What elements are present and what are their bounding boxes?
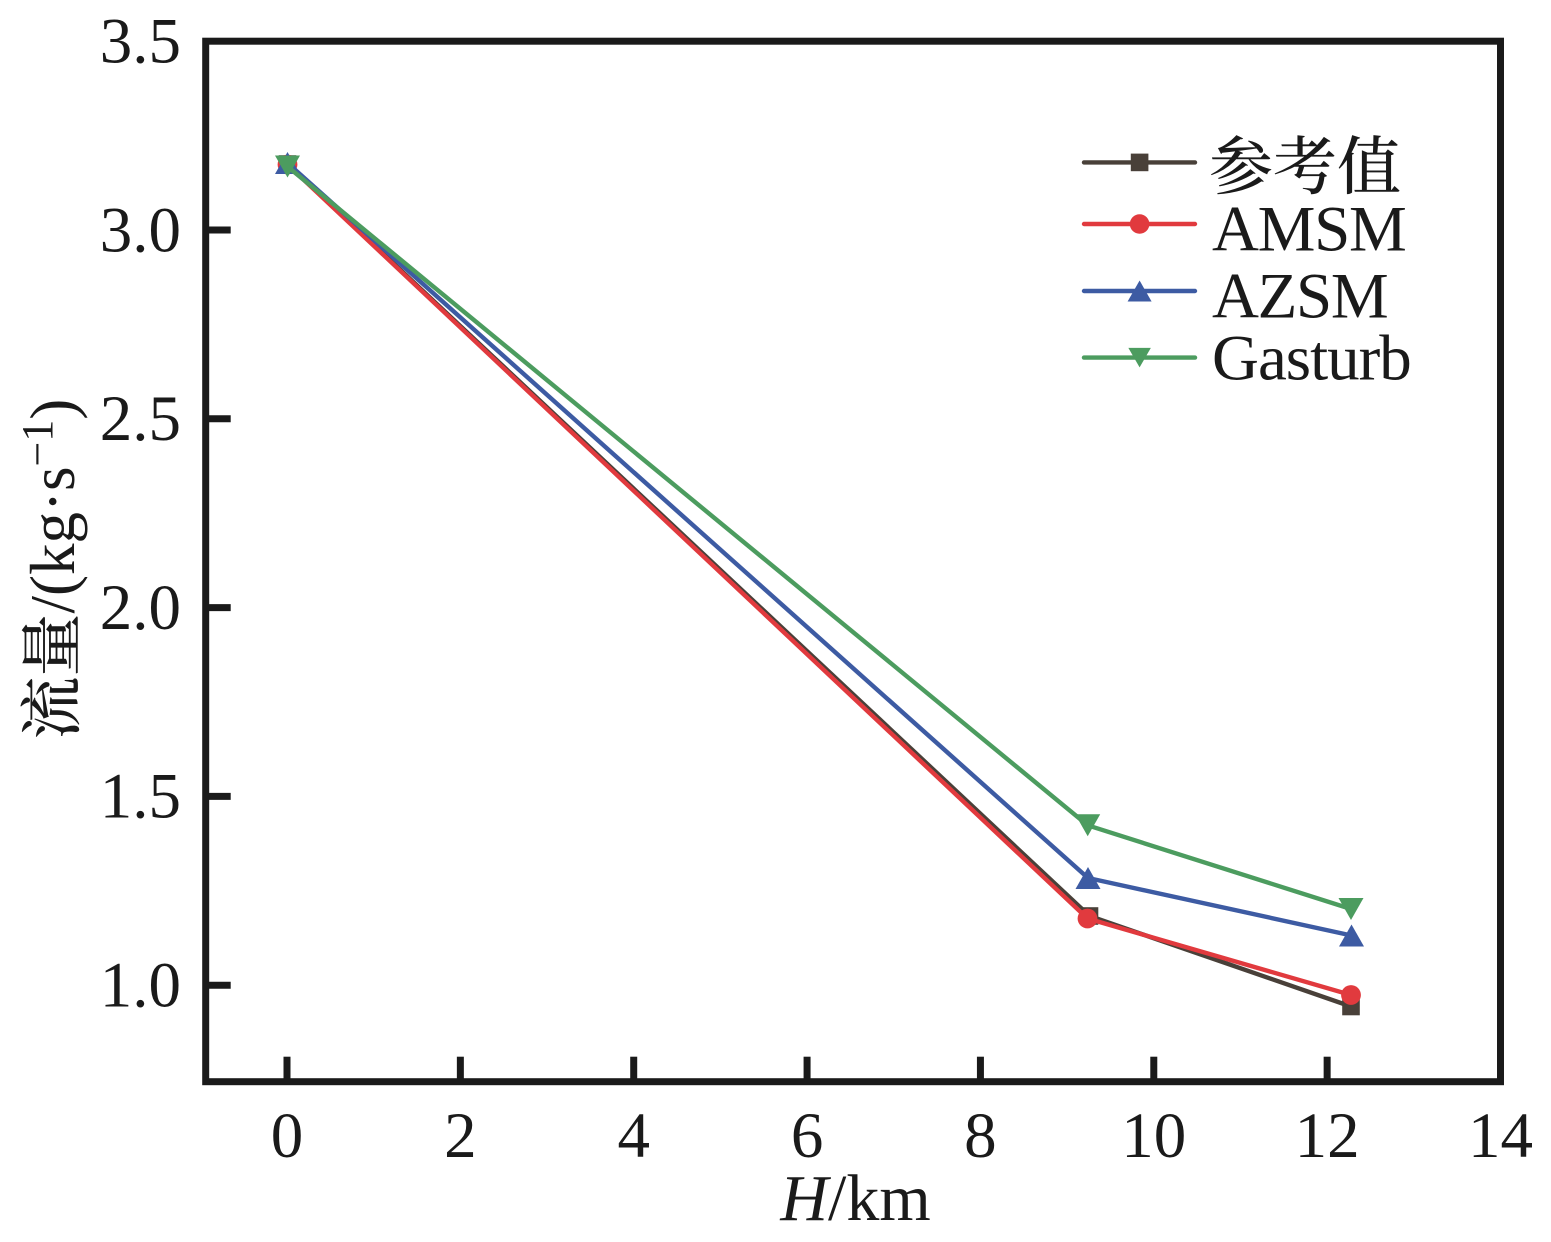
svg-text:6: 6 [791,1100,824,1172]
svg-text:1.5: 1.5 [100,761,181,833]
svg-text:14: 14 [1468,1100,1533,1172]
svg-text:2.5: 2.5 [100,383,181,455]
svg-text:Gasturb: Gasturb [1212,323,1411,395]
svg-text:12: 12 [1295,1100,1360,1172]
svg-text:8: 8 [964,1100,997,1172]
svg-text:0: 0 [271,1100,304,1172]
svg-text:10: 10 [1121,1100,1186,1172]
svg-text:2: 2 [444,1100,477,1172]
svg-text:3.5: 3.5 [100,6,181,78]
svg-text:2.0: 2.0 [100,572,181,644]
svg-text:4: 4 [617,1100,650,1172]
svg-text:H/km: H/km [779,1162,930,1235]
svg-text:AMSM: AMSM [1212,193,1405,265]
svg-text:AZSM: AZSM [1212,261,1387,333]
svg-text:1.0: 1.0 [100,950,181,1022]
svg-text:3.0: 3.0 [100,194,181,266]
